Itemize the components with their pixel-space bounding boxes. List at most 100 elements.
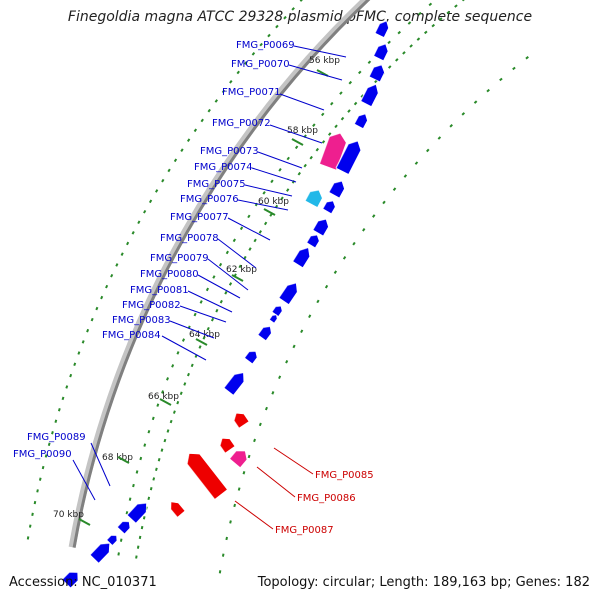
gene-arrow-highlight [328, 180, 343, 193]
inner-dotted-track-3 [218, 53, 533, 574]
gene-labels: FMG_P0069 FMG_P0070 FMG_P0071 FMG_P0072 … [13, 40, 374, 536]
gene-label-fmg-p0071[interactable]: FMG_P0071 [222, 87, 281, 98]
gene-arrow-shape [306, 234, 320, 249]
gene-arrow-17 [243, 350, 258, 365]
gene-arrow-highlight [89, 542, 110, 556]
gene-arrow-shape [89, 542, 110, 564]
gene-label-fmg-p0072[interactable]: FMG_P0072 [212, 118, 271, 129]
gene-arrow-7 [328, 180, 345, 199]
scale-label-62: 62 kbp [226, 265, 257, 275]
scale-label-56: 56 kbp [309, 56, 340, 66]
gene-label-fmg-p0074[interactable]: FMG_P0074 [194, 162, 253, 173]
gene-arrow-shape [292, 247, 310, 269]
gene-arrow-highlight [228, 449, 246, 460]
scale-tick-7 [78, 518, 91, 526]
gene-arrow-highlight [278, 282, 297, 299]
gene-arrow-8 [304, 189, 323, 208]
leader-forward-9 [217, 238, 257, 269]
gene-label-fmg-p0070[interactable]: FMG_P0070 [231, 59, 290, 70]
gene-arrow-18 [223, 371, 245, 396]
gene-arrow-highlight [291, 246, 309, 262]
gene-arrow-highlight [372, 43, 386, 57]
gene-arrow-shape [106, 534, 118, 546]
leader-forward-7 [237, 199, 289, 211]
gene-label-fmg-p0087[interactable]: FMG_P0087 [275, 525, 334, 536]
gene-arrow-highlight [312, 218, 327, 231]
gene-label-fmg-p0069[interactable]: FMG_P0069 [236, 40, 295, 51]
gene-label-fmg-p0090[interactable]: FMG_P0090 [13, 449, 72, 460]
gene-arrow-shape [268, 314, 278, 324]
gene-label-fmg-p0078[interactable]: FMG_P0078 [160, 233, 219, 244]
gene-arrow-shape [170, 501, 186, 518]
gene-label-fmg-p0080[interactable]: FMG_P0080 [140, 269, 199, 280]
gene-arrow-13 [278, 282, 298, 305]
gene-arrow-27 [89, 542, 110, 564]
gene-label-fmg-p0086[interactable]: FMG_P0086 [297, 493, 356, 504]
gene-arrow-shape [368, 64, 385, 83]
scale-tick-5 [159, 398, 172, 406]
scale-tick-2 [263, 208, 276, 216]
gene-arrow-10 [312, 218, 329, 237]
gene-label-fmg-p0075[interactable]: FMG_P0075 [187, 179, 246, 190]
leader-forward-15 [161, 335, 207, 361]
leader-reverse-2 [234, 500, 274, 530]
gene-arrow-highlight [322, 200, 334, 210]
gene-arrow-shape [360, 83, 379, 107]
leader-forward-4 [257, 151, 303, 169]
gene-arrow-highlight [304, 189, 319, 202]
leader-forward-6 [244, 184, 293, 197]
gene-arrow-20 [219, 437, 236, 454]
gene-arrow-highlight [305, 234, 318, 243]
gene-label-fmg-p0076[interactable]: FMG_P0076 [180, 194, 239, 205]
gene-label-fmg-p0077[interactable]: FMG_P0077 [170, 212, 229, 223]
gene-label-fmg-p0089[interactable]: FMG_P0089 [27, 432, 86, 443]
gene-arrow-shape [322, 200, 336, 215]
leader-forward-5 [251, 167, 297, 183]
accession-text: Accession: NC_010371 [9, 575, 157, 590]
sequence-summary: Topology: circular; Length: 189,163 bp; … [257, 575, 590, 590]
gene-arrow-highlight [219, 438, 226, 454]
gene-features [61, 20, 389, 589]
gene-label-fmg-p0073[interactable]: FMG_P0073 [200, 146, 259, 157]
gene-arrow-shape [126, 502, 147, 524]
gene-arrow-shape [233, 412, 250, 429]
inner-dotted-track-1 [117, 0, 438, 556]
gene-arrow-23 [169, 501, 186, 518]
gene-arrow-highlight [271, 305, 281, 313]
gene-arrow-highlight [268, 313, 277, 320]
gene-label-fmg-p0082[interactable]: FMG_P0082 [122, 300, 181, 311]
leader-reverse-0 [273, 447, 314, 475]
outer-dotted-track [26, 0, 304, 540]
gene-arrow-4 [353, 113, 368, 129]
gene-arrow-shape [223, 372, 245, 396]
gene-arrow-highlight [353, 113, 366, 125]
gene-label-fmg-p0084[interactable]: FMG_P0084 [102, 330, 161, 341]
gene-arrow-shape [271, 305, 283, 317]
leader-forward-1 [288, 64, 343, 81]
leader-forward-2 [279, 93, 325, 111]
gene-arrow-19 [233, 412, 250, 429]
scale-ticks: 56 kbp 58 kbp 60 kbp 62 kbp 64 kbp 66 kb… [53, 56, 340, 526]
gene-arrow-shape [328, 180, 345, 199]
leader-forward-17 [72, 459, 96, 501]
gene-label-fmg-p0079[interactable]: FMG_P0079 [150, 253, 209, 264]
leader-forward-14 [169, 320, 215, 339]
scale-label-64: 64 kbp [189, 330, 220, 340]
leader-forward-13 [179, 305, 227, 323]
gene-arrow-2 [368, 64, 385, 83]
gene-label-fmg-p0085[interactable]: FMG_P0085 [315, 470, 374, 481]
gene-arrow-shape [61, 571, 79, 589]
gene-arrow-15 [268, 313, 278, 324]
gene-arrow-shape [335, 140, 362, 175]
gene-label-fmg-p0081[interactable]: FMG_P0081 [130, 285, 189, 296]
leader-forward-16 [90, 442, 111, 487]
gene-arrow-22 [186, 453, 228, 500]
gene-arrow-highlight [368, 64, 382, 77]
leader-forward-10 [207, 258, 249, 291]
gene-arrow-highlight [335, 140, 358, 169]
gene-arrow-1 [372, 43, 389, 62]
gene-label-fmg-p0083[interactable]: FMG_P0083 [112, 315, 171, 326]
scale-label-66: 66 kbp [148, 392, 179, 402]
